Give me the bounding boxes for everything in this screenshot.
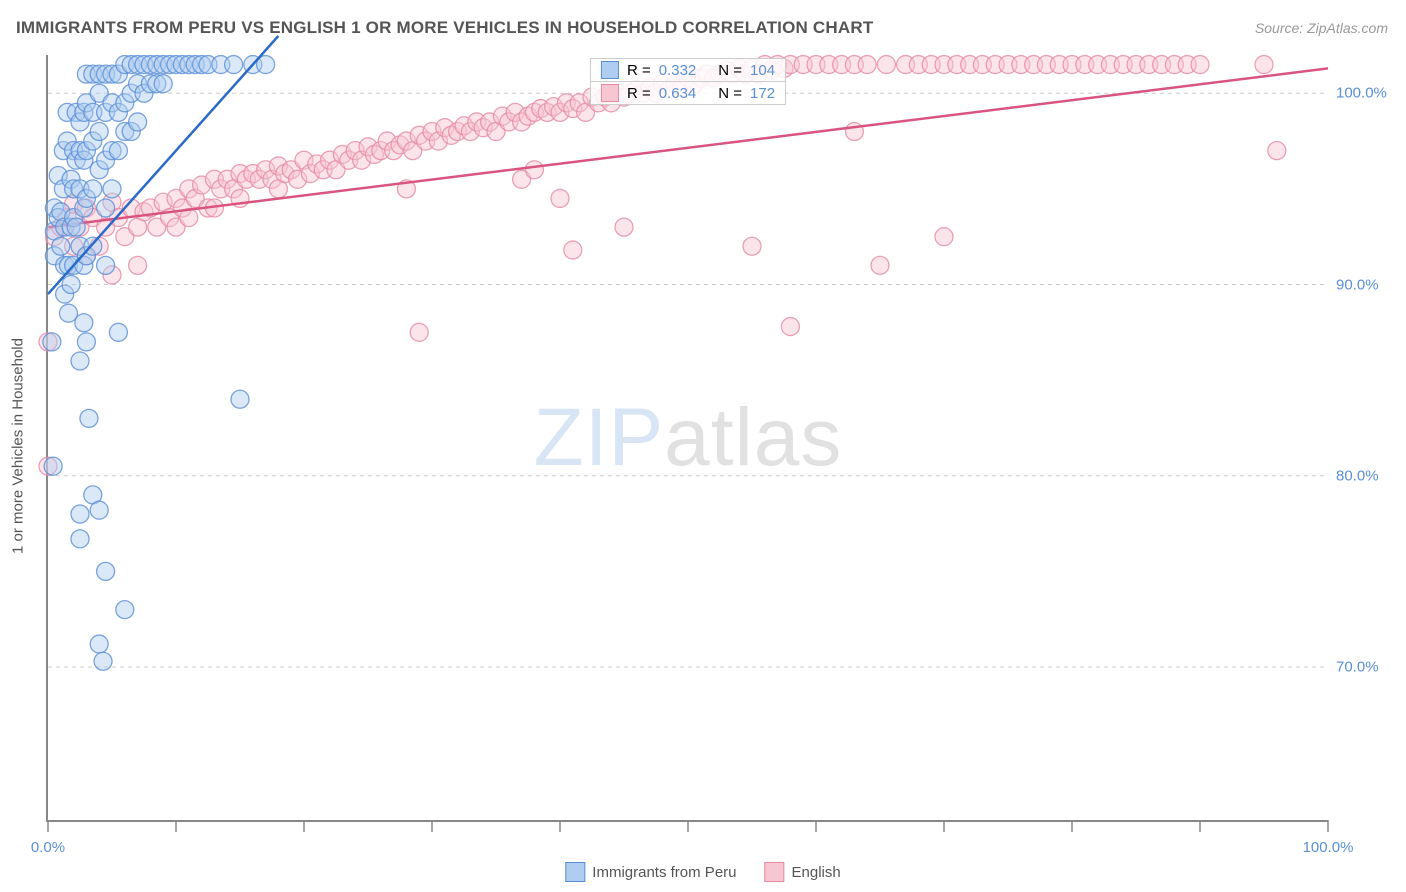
chart-title: IMMIGRANTS FROM PERU VS ENGLISH 1 OR MOR… <box>16 18 873 38</box>
y-tick-label: 80.0% <box>1336 467 1396 484</box>
legend-label-pink: English <box>792 864 841 881</box>
r-value-blue: 0.332 <box>659 62 697 79</box>
swatch-blue-icon <box>601 61 619 79</box>
x-tick-label: 100.0% <box>1303 839 1354 856</box>
chart-container: IMMIGRANTS FROM PERU VS ENGLISH 1 OR MOR… <box>0 0 1406 892</box>
stats-legend-box: R = 0.332 N = 104 R = 0.634 N = 172 <box>590 58 786 105</box>
legend-swatch-pink-icon <box>765 862 785 882</box>
legend-bottom: Immigrants from Peru English <box>565 862 840 882</box>
y-tick-label: 70.0% <box>1336 659 1396 676</box>
chart-svg <box>48 55 1328 820</box>
y-tick-label: 100.0% <box>1336 85 1396 102</box>
n-value-blue: 104 <box>750 62 775 79</box>
swatch-pink-icon <box>601 84 619 102</box>
legend-item-pink: English <box>765 862 841 882</box>
n-value-pink: 172 <box>750 85 775 102</box>
stats-row-blue: R = 0.332 N = 104 <box>590 58 786 82</box>
r-value-pink: 0.634 <box>659 85 697 102</box>
legend-label-blue: Immigrants from Peru <box>592 864 736 881</box>
legend-item-blue: Immigrants from Peru <box>565 862 736 882</box>
y-tick-label: 90.0% <box>1336 276 1396 293</box>
stats-row-pink: R = 0.634 N = 172 <box>590 81 786 105</box>
legend-swatch-blue-icon <box>565 862 585 882</box>
x-tick-label: 0.0% <box>31 839 65 856</box>
source-attribution: Source: ZipAtlas.com <box>1255 20 1388 36</box>
plot-area: ZIPatlas R = 0.332 N = 104 R = 0.634 N =… <box>46 55 1328 822</box>
y-axis-label: 1 or more Vehicles in Household <box>10 338 27 554</box>
